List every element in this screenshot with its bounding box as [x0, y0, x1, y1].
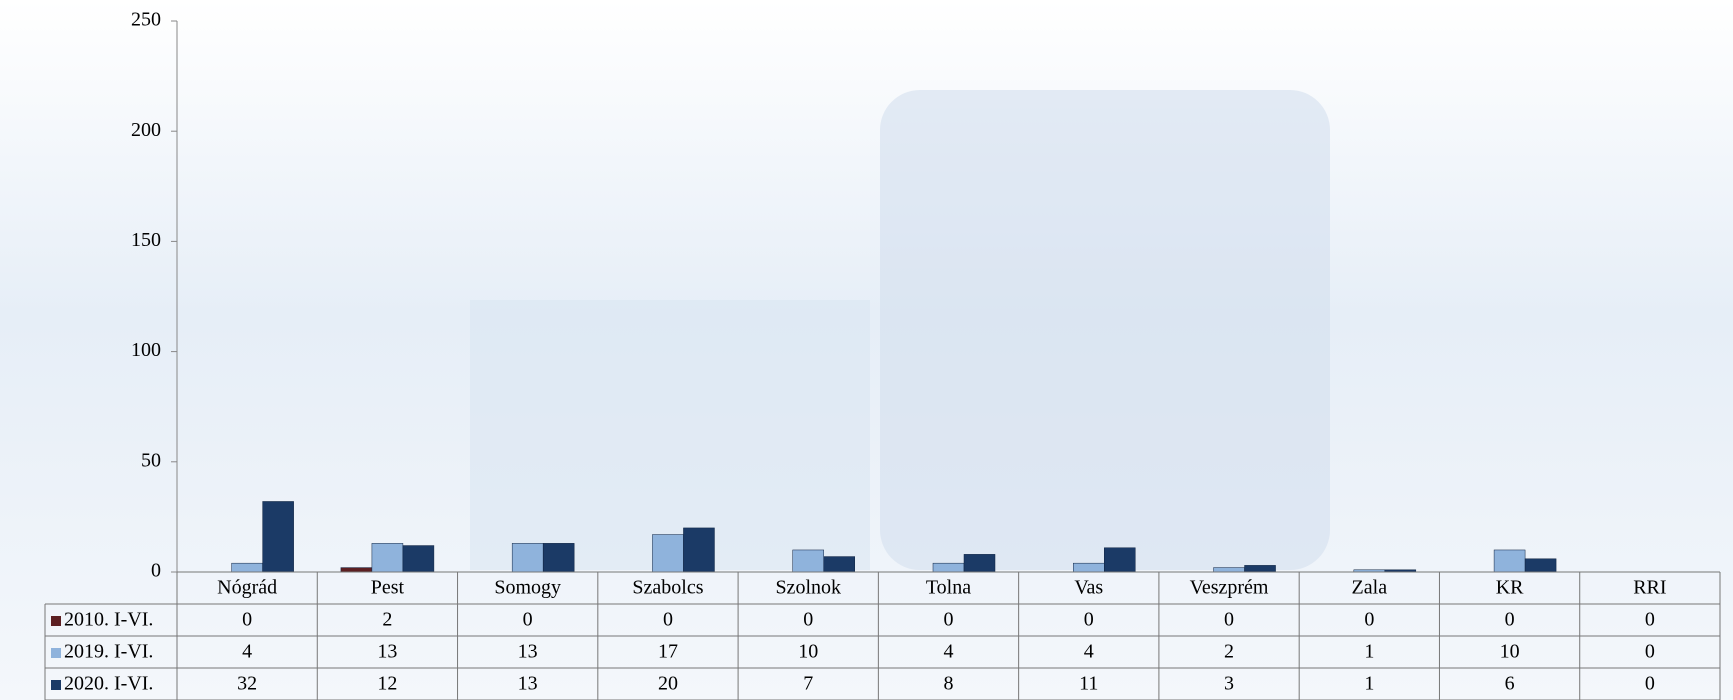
table-cell: 0: [1645, 609, 1655, 631]
table-cell: 4: [944, 641, 954, 663]
table-cell: 4: [242, 641, 252, 663]
table-cell: 7: [803, 673, 813, 695]
x-tick-label: Zala: [1352, 577, 1388, 599]
x-tick-label: Veszprém: [1190, 577, 1269, 599]
bar: [652, 534, 684, 573]
x-tick-label: Vas: [1074, 577, 1103, 599]
table-cell: 0: [803, 609, 813, 631]
table-cell: 20: [658, 673, 678, 695]
x-tick-label: KR: [1496, 577, 1524, 599]
legend-label: 2019. I-VI.: [64, 641, 153, 663]
legend-label: 2020. I-VI.: [64, 673, 153, 695]
table-cell: 10: [798, 641, 818, 663]
bar: [511, 543, 544, 573]
y-tick-label: 200: [131, 119, 161, 141]
table-cell: 0: [1645, 641, 1655, 663]
table-cell: 0: [523, 609, 533, 631]
x-tick-label: Tolna: [926, 577, 971, 599]
x-tick-label: RRI: [1633, 577, 1666, 599]
table-cell: 17: [658, 641, 678, 663]
table-cell: 0: [1084, 609, 1094, 631]
legend-swatch: [51, 616, 61, 626]
table-cell: 2: [1224, 641, 1234, 663]
table-cell: 4: [1084, 641, 1094, 663]
bar: [371, 543, 404, 573]
bar: [402, 545, 435, 573]
bar: [1073, 562, 1105, 573]
table-cell: 13: [377, 641, 397, 663]
legend-swatch: [51, 648, 61, 658]
y-tick-label: 250: [131, 9, 161, 31]
bar: [823, 556, 855, 573]
bar: [1244, 565, 1276, 573]
bar: [340, 567, 373, 573]
table-cell: 0: [1645, 673, 1655, 695]
table-cell: 13: [518, 673, 538, 695]
table-cell: 8: [944, 673, 954, 695]
table-cell: 10: [1500, 641, 1520, 663]
table-cell: 1: [1364, 641, 1374, 663]
x-tick-label: Szabolcs: [632, 577, 703, 599]
table-cell: 6: [1505, 673, 1515, 695]
table-cell: 1: [1364, 673, 1374, 695]
x-tick-label: Nógrád: [217, 577, 277, 599]
bar: [1104, 547, 1136, 573]
bar: [792, 549, 824, 573]
y-tick-label: 150: [131, 229, 161, 251]
table-cell: 3: [1224, 673, 1234, 695]
table-cell: 0: [944, 609, 954, 631]
table-cell: 0: [1224, 609, 1234, 631]
table-cell: 0: [1364, 609, 1374, 631]
y-tick-label: 0: [151, 560, 161, 582]
y-tick-label: 50: [141, 449, 161, 471]
background-building: [470, 300, 870, 570]
table-cell: 32: [237, 673, 257, 695]
table-cell: 0: [663, 609, 673, 631]
background-building: [880, 90, 1330, 570]
bar: [262, 501, 294, 573]
table-cell: 0: [242, 609, 252, 631]
bar: [963, 554, 996, 573]
bar: [683, 527, 715, 573]
bar: [231, 562, 263, 573]
bar: [542, 543, 575, 573]
legend-swatch: [51, 680, 61, 690]
x-tick-label: Somogy: [494, 577, 561, 599]
table-cell: 0: [1505, 609, 1515, 631]
table-cell: 2: [382, 609, 392, 631]
table-cell: 13: [518, 641, 538, 663]
bar: [932, 562, 965, 573]
bar: [1524, 558, 1557, 573]
table-cell: 11: [1079, 673, 1098, 695]
x-tick-label: Szolnok: [775, 577, 841, 599]
x-tick-label: Pest: [371, 577, 405, 599]
y-tick-label: 100: [131, 339, 161, 361]
bar: [1213, 567, 1245, 573]
legend-label: 2010. I-VI.: [64, 609, 153, 631]
table-cell: 12: [377, 673, 397, 695]
bar: [1493, 549, 1526, 573]
